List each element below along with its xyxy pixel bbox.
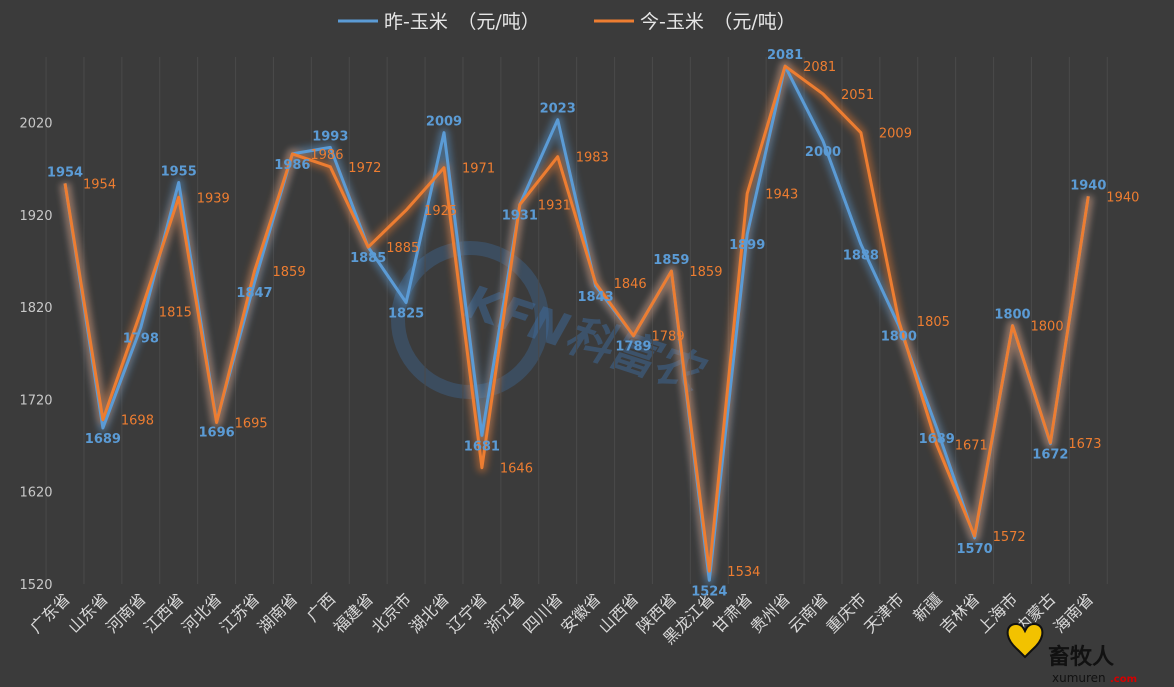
x-tick-label: 山东省: [64, 589, 111, 636]
legend: 昨-玉米 （元/吨） 今-玉米 （元/吨）: [338, 11, 796, 33]
watermark: KFN科富农: [391, 241, 712, 402]
data-label-old: 1843: [578, 290, 614, 305]
x-tick-label: 河北省: [178, 589, 225, 636]
grid: [45, 57, 1108, 584]
x-tick-label: 福建省: [330, 589, 377, 636]
data-label-new: 1954: [83, 177, 116, 192]
legend-label-new: 今-玉米 （元/吨）: [640, 11, 796, 33]
data-label-old: 1955: [161, 164, 197, 179]
data-label-old: 1825: [388, 306, 424, 321]
data-label-old: 2081: [767, 48, 803, 63]
x-tick-label: 天津市: [860, 589, 907, 636]
data-label-old: 1847: [236, 286, 272, 301]
data-label-old: 1899: [729, 238, 765, 253]
heart-icon: [1006, 622, 1044, 659]
data-labels: 1954195416891698179818151955193916961695…: [47, 48, 1139, 599]
data-label-new: 1859: [689, 265, 722, 280]
data-label-new: 1534: [727, 565, 760, 580]
x-tick-label: 贵州省: [747, 589, 794, 636]
data-label-old: 1570: [957, 542, 993, 557]
data-label-old: 1524: [691, 584, 727, 599]
data-label-old: 1954: [47, 165, 83, 180]
data-label-old: 2009: [426, 115, 462, 130]
data-label-new: 1800: [1031, 320, 1064, 335]
x-tick-label: 云南省: [784, 589, 831, 636]
data-label-old: 1681: [464, 439, 500, 454]
y-axis: 1520 1620 1720 1820 1920 2020: [19, 117, 52, 594]
data-label-new: 1698: [121, 414, 154, 429]
data-label-old: 1940: [1070, 178, 1106, 193]
data-label-old: 1993: [312, 129, 348, 144]
data-label-old: 1689: [85, 432, 121, 447]
data-label-new: 1939: [197, 191, 230, 206]
x-tick-label: 北京市: [368, 589, 415, 636]
data-label-old: 1696: [199, 426, 235, 441]
data-label-new: 1789: [652, 330, 685, 345]
y-tick-label: 1920: [19, 209, 52, 224]
data-label-old: 1800: [994, 308, 1030, 323]
data-label-new: 1925: [424, 204, 457, 219]
y-tick-label: 1620: [19, 486, 52, 501]
data-label-new: 1846: [614, 277, 647, 292]
x-tick-label: 浙江省: [481, 589, 528, 636]
x-tick-label: 安徽省: [557, 589, 604, 636]
x-tick-label: 广东省: [26, 589, 73, 636]
x-tick-label: 湖南省: [254, 589, 301, 636]
legend-label-old: 昨-玉米 （元/吨）: [384, 11, 540, 33]
data-label-new: 1885: [386, 241, 419, 256]
data-label-new: 1931: [538, 199, 571, 214]
logo-text: 畜牧人: [1048, 644, 1114, 670]
data-label-old: 1800: [881, 330, 917, 345]
data-label-new: 1646: [500, 462, 533, 477]
x-tick-label: 江苏省: [216, 589, 263, 636]
site-logo: 畜牧人 xumuren .com: [1006, 622, 1137, 685]
series-lines: [60, 61, 1094, 586]
data-label-new: 1572: [993, 530, 1026, 545]
y-tick-label: 1820: [19, 301, 52, 316]
data-label-new: 1940: [1106, 190, 1139, 205]
data-label-old: 1986: [274, 158, 310, 173]
data-label-old: 1672: [1032, 448, 1068, 463]
data-label-new: 1859: [273, 265, 306, 280]
y-tick-label: 2020: [19, 117, 52, 132]
data-label-new: 1671: [955, 439, 988, 454]
logo-suffix: .com: [1110, 674, 1137, 685]
data-label-new: 1986: [310, 148, 343, 163]
data-label-new: 1972: [348, 161, 381, 176]
data-label-new: 1943: [765, 188, 798, 203]
x-tick-label: 四川省: [519, 589, 566, 636]
data-label-new: 1971: [462, 162, 495, 177]
data-label-new: 1805: [917, 315, 950, 330]
data-label-new: 1983: [576, 151, 609, 166]
data-label-old: 2023: [540, 102, 576, 117]
data-label-old: 1798: [123, 331, 159, 346]
data-label-old: 1789: [615, 340, 651, 355]
x-tick-label: 河南省: [102, 589, 149, 636]
data-label-old: 1931: [502, 209, 538, 224]
data-label-new: 1673: [1068, 437, 1101, 452]
data-label-new: 1815: [159, 306, 192, 321]
logo-sub: xumuren: [1052, 671, 1106, 685]
data-label-old: 1689: [919, 432, 955, 447]
data-label-old: 1888: [843, 248, 879, 263]
data-label-new: 1695: [235, 416, 268, 431]
y-tick-label: 1520: [19, 578, 52, 593]
series-line-1: [63, 64, 1090, 573]
y-tick-label: 1720: [19, 393, 52, 408]
x-tick-label: 辽宁省: [443, 589, 490, 636]
x-tick-label: 吉林省: [936, 589, 983, 636]
data-label-old: 1885: [350, 251, 386, 266]
x-tick-label: 江西省: [140, 589, 187, 636]
data-label-new: 2051: [841, 88, 874, 103]
data-label-old: 2000: [805, 145, 841, 160]
data-label-old: 1859: [653, 253, 689, 268]
data-label-new: 2009: [879, 127, 912, 142]
x-tick-label: 山西省: [595, 589, 642, 636]
x-tick-label: 海南省: [1050, 589, 1097, 636]
x-tick-label: 重庆市: [822, 589, 869, 636]
data-label-new: 2081: [803, 60, 836, 75]
x-tick-label: 湖北省: [405, 589, 452, 636]
